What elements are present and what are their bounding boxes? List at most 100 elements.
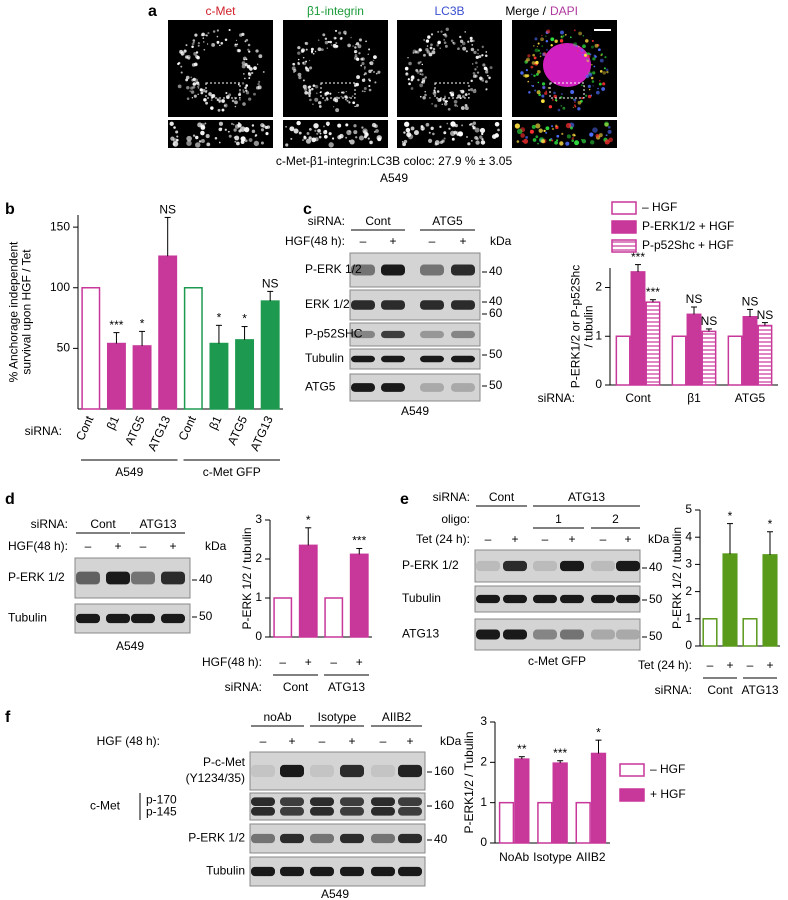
speckle: [311, 87, 314, 91]
speckle: [548, 138, 552, 142]
blot-band: [76, 571, 100, 585]
speckle: [573, 42, 578, 47]
speckle: [603, 67, 606, 70]
speckle: [537, 42, 540, 45]
speckle: [196, 55, 200, 60]
blot-band: [533, 594, 557, 604]
speckle: [338, 31, 342, 35]
speckle: [443, 99, 446, 102]
speckle: [377, 70, 381, 74]
speckle: [237, 122, 240, 125]
speckle: [173, 126, 176, 129]
speckle: [541, 139, 546, 144]
speckle: [404, 66, 409, 71]
speckle: [244, 86, 247, 90]
significance: NS: [686, 292, 703, 306]
speckle: [201, 32, 205, 37]
speckle: [324, 92, 327, 95]
speckle: [210, 94, 214, 98]
blot-band: [251, 764, 275, 778]
speckle: [414, 50, 418, 54]
speckle: [407, 57, 409, 59]
speckle: [257, 83, 260, 86]
speckle: [312, 103, 314, 106]
blot-band: [398, 833, 422, 844]
speckle: [597, 87, 599, 90]
speckle: [560, 105, 563, 107]
y-axis-label: P-ERK1/2 or P-p52Shc: [569, 265, 583, 388]
speckle: [231, 99, 235, 103]
speckle: [344, 98, 347, 101]
speckle: [242, 89, 244, 91]
speckle: [475, 55, 479, 59]
speckle: [461, 124, 464, 127]
speckle: [581, 139, 583, 141]
blot-strip: [249, 823, 426, 854]
speckle: [248, 138, 253, 142]
speckle: [358, 135, 364, 141]
speckle: [590, 63, 593, 66]
speckle: [562, 106, 566, 110]
blot-band: [476, 560, 500, 572]
significance: *: [728, 509, 733, 523]
speckle: [245, 91, 250, 95]
speckle: [532, 53, 536, 57]
speckle: [369, 140, 373, 145]
speckle: [451, 137, 455, 141]
speckle: [346, 99, 349, 102]
blot-band: [340, 866, 364, 877]
blot-band: [616, 594, 640, 604]
speckle: [328, 132, 332, 136]
marker-label: 160: [434, 764, 454, 778]
speckle: [314, 50, 317, 53]
y-tick-label: 4: [685, 529, 692, 543]
speckle: [525, 135, 529, 139]
speckle: [363, 66, 366, 69]
speckle: [472, 121, 477, 126]
speckle: [465, 50, 468, 53]
speckle: [355, 136, 358, 139]
speckle: [302, 61, 307, 66]
header-title: Tet (24 h):: [416, 532, 470, 546]
speckle: [403, 139, 408, 144]
speckle: [202, 88, 206, 93]
blot-band: [251, 866, 275, 877]
speckle: [536, 45, 539, 48]
row-label: ATG5: [305, 380, 336, 394]
blot-band: [310, 764, 334, 778]
y-axis-label: % Anchorage independent: [7, 241, 21, 382]
speckle: [432, 91, 437, 95]
speckle: [460, 106, 465, 110]
speckle: [195, 81, 200, 85]
speckle: [480, 140, 486, 145]
speckle: [541, 34, 543, 37]
speckle: [545, 126, 550, 131]
speckle: [577, 107, 581, 111]
significance: NS: [159, 203, 176, 217]
speckle: [318, 105, 322, 108]
speckle: [550, 44, 553, 47]
blot-band: [533, 560, 557, 572]
speckle: [585, 74, 590, 79]
speckle: [223, 103, 228, 108]
speckle: [372, 59, 375, 62]
nucleus-stain: [543, 43, 591, 87]
speckle: [430, 33, 434, 36]
speckle: [446, 122, 449, 125]
speckle: [417, 78, 420, 82]
speckle: [520, 133, 525, 138]
blot-band: [451, 330, 475, 339]
x-tick-label: ATG5: [122, 413, 148, 447]
bar: [106, 342, 126, 410]
speckle: [608, 137, 613, 143]
lane-label: –: [542, 532, 549, 546]
bar: [575, 801, 591, 844]
speckle: [580, 48, 584, 52]
speckle: [404, 121, 410, 127]
speckle: [571, 139, 574, 143]
speckle: [365, 40, 367, 43]
significance: *: [140, 317, 145, 331]
speckle: [195, 142, 201, 148]
speckle: [329, 92, 332, 95]
speckle: [339, 133, 344, 139]
